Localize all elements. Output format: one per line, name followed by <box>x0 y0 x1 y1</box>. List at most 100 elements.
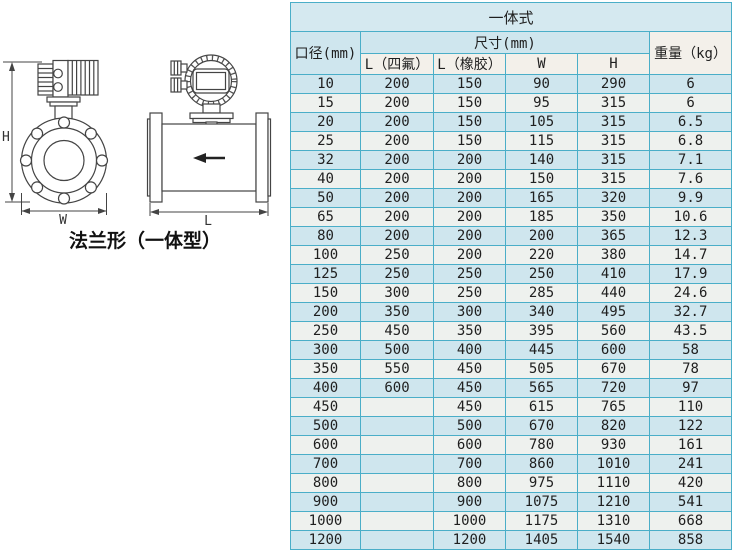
table-cell: 780 <box>505 435 578 455</box>
table-cell: 1000 <box>433 511 506 531</box>
table-cell <box>360 511 434 531</box>
table-cell: 800 <box>433 473 506 493</box>
table-cell: 17.9 <box>648 264 733 284</box>
table-cell: 200 <box>290 302 361 322</box>
table-cell: 340 <box>505 302 578 322</box>
table-cell: 565 <box>505 378 578 398</box>
table-cell <box>360 416 434 436</box>
table-cell <box>360 473 434 493</box>
table-cell: 250 <box>360 264 434 284</box>
table-cell: 420 <box>648 473 733 493</box>
table-cell: 200 <box>360 74 434 94</box>
table-cell: 20 <box>290 112 361 132</box>
table-cell: 200 <box>360 226 434 246</box>
bolt-hole <box>84 127 98 140</box>
table-cell: 450 <box>433 397 506 417</box>
table-cell: 300 <box>290 340 361 360</box>
table-cell: 200 <box>360 150 434 170</box>
table-cell: 200 <box>360 112 434 132</box>
table-row: 20 200 150 105 315 6.5 <box>290 112 733 132</box>
bolt-hole <box>57 192 71 205</box>
table-cell: 1000 <box>290 511 361 531</box>
dimension-h <box>3 61 42 203</box>
table-row: 65 200 200 185 350 10.6 <box>290 207 733 227</box>
table-cell: 200 <box>360 207 434 227</box>
table-cell: 200 <box>433 245 506 265</box>
table-cell: 6 <box>648 93 733 113</box>
table-cell: 670 <box>505 416 578 436</box>
table-cell: 285 <box>505 283 578 303</box>
table-row: 40 200 200 150 315 7.6 <box>290 169 733 189</box>
table-row: 350 550 450 505 670 78 <box>290 359 733 379</box>
table-cell: 860 <box>505 454 578 474</box>
flowmeter-diagram: H W L 法兰形（一体型） <box>0 0 290 265</box>
table-cell: 550 <box>360 359 434 379</box>
table-cell: 600 <box>360 378 434 398</box>
table-cell: 78 <box>648 359 733 379</box>
table-cell: 450 <box>433 359 506 379</box>
spec-table-head: 一体式 口径(mm) 尺寸(mm) 重量（kg） L（四氟） L（橡胶） W H <box>289 2 733 75</box>
flowmeter-diagram-svg: H W L 法兰形（一体型） <box>2 54 272 252</box>
table-cell: 1210 <box>577 492 650 512</box>
table-cell: 500 <box>360 340 434 360</box>
dim-label-l: L <box>204 214 212 229</box>
right-flange <box>255 112 269 203</box>
table-cell: 150 <box>433 74 506 94</box>
table-cell: 350 <box>360 302 434 322</box>
table-row: 900 900 1075 1210 541 <box>290 492 733 512</box>
table-cell: 40 <box>290 169 361 189</box>
table-row: 10 200 150 90 290 6 <box>290 74 733 94</box>
table-cell: 95 <box>505 93 578 113</box>
table-cell: 200 <box>360 169 434 189</box>
table-title: 一体式 <box>289 2 733 32</box>
table-cell: 200 <box>433 226 506 246</box>
col-header-weight: 重量（kg） <box>648 31 733 75</box>
table-cell: 6.5 <box>648 112 733 132</box>
table-cell: 140 <box>505 150 578 170</box>
table-cell: 200 <box>360 131 434 151</box>
bolt-hole <box>95 154 109 167</box>
spec-table: 一体式 口径(mm) 尺寸(mm) 重量（kg） L（四氟） L（橡胶） W H… <box>289 2 733 550</box>
table-cell: 90 <box>505 74 578 94</box>
table-cell: 200 <box>433 188 506 208</box>
table-cell: 58 <box>648 340 733 360</box>
table-header-row-2: L（四氟） L（橡胶） W H <box>291 53 732 75</box>
table-cell: 858 <box>648 530 733 550</box>
table-cell: 125 <box>290 264 361 284</box>
table-cell: 250 <box>290 321 361 341</box>
dimension-w <box>21 193 107 215</box>
table-cell: 765 <box>577 397 650 417</box>
table-cell: 440 <box>577 283 650 303</box>
bolt-hole <box>57 116 71 129</box>
table-cell: 200 <box>505 226 578 246</box>
col-header-l-rubber: L（橡胶） <box>433 53 506 75</box>
bolt-hole <box>19 154 33 167</box>
table-cell: 450 <box>360 321 434 341</box>
table-cell: 200 <box>433 150 506 170</box>
table-cell: 14.7 <box>648 245 733 265</box>
flowmeter-side-view <box>146 54 272 216</box>
table-cell: 1200 <box>290 530 361 550</box>
table-cell: 410 <box>577 264 650 284</box>
spec-table-body: 10 200 150 90 290 6 15 200 150 95 315 6 20 200 150 105 3… <box>290 74 733 550</box>
table-cell: 12.3 <box>648 226 733 246</box>
table-cell: 400 <box>433 340 506 360</box>
bolt-hole <box>30 181 44 194</box>
table-row: 450 450 615 765 110 <box>290 397 733 417</box>
table-cell: 250 <box>505 264 578 284</box>
table-cell: 32.7 <box>648 302 733 322</box>
table-cell: 668 <box>648 511 733 531</box>
table-cell <box>360 492 434 512</box>
table-cell: 350 <box>433 321 506 341</box>
table-cell: 241 <box>648 454 733 474</box>
table-row: 300 500 400 445 600 58 <box>290 340 733 360</box>
table-cell: 320 <box>577 188 650 208</box>
table-cell: 105 <box>505 112 578 132</box>
table-cell: 290 <box>577 74 650 94</box>
table-cell: 200 <box>433 207 506 227</box>
table-cell: 1010 <box>577 454 650 474</box>
table-row: 25 200 150 115 315 6.8 <box>290 131 733 151</box>
table-cell: 700 <box>433 454 506 474</box>
table-cell: 365 <box>577 226 650 246</box>
table-cell: 6.8 <box>648 131 733 151</box>
